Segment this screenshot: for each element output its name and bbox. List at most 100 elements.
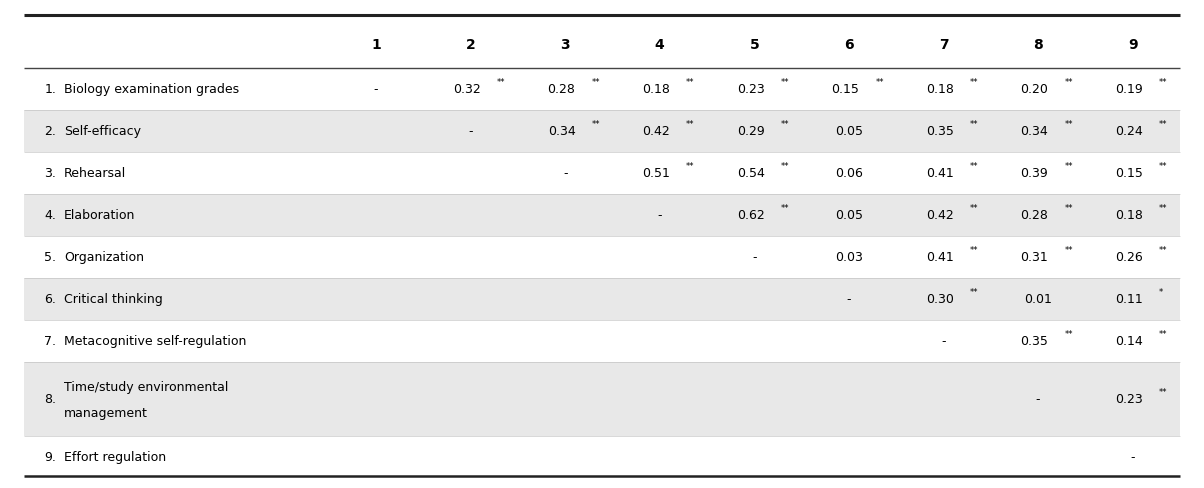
Text: **: ** bbox=[780, 121, 790, 129]
Text: **: ** bbox=[1064, 121, 1073, 129]
Text: **: ** bbox=[970, 121, 979, 129]
Text: 0.23: 0.23 bbox=[737, 83, 765, 96]
Text: 0.51: 0.51 bbox=[642, 167, 671, 180]
Text: 3: 3 bbox=[560, 39, 569, 52]
Text: 0.15: 0.15 bbox=[1115, 167, 1143, 180]
Text: 0.28: 0.28 bbox=[1021, 209, 1049, 222]
Text: **: ** bbox=[1159, 246, 1168, 255]
Text: 0.29: 0.29 bbox=[737, 125, 765, 138]
Text: **: ** bbox=[780, 79, 790, 87]
Text: **: ** bbox=[591, 79, 600, 87]
Text: 0.39: 0.39 bbox=[1021, 167, 1049, 180]
Text: **: ** bbox=[875, 79, 884, 87]
Text: Elaboration: Elaboration bbox=[64, 209, 135, 222]
Text: 4.: 4. bbox=[45, 209, 57, 222]
Text: 0.03: 0.03 bbox=[834, 251, 863, 264]
Text: 0.35: 0.35 bbox=[926, 125, 954, 138]
Text: Organization: Organization bbox=[64, 251, 143, 264]
Bar bbox=[24, 362, 1180, 436]
Text: 0.06: 0.06 bbox=[834, 167, 863, 180]
Text: Effort regulation: Effort regulation bbox=[64, 451, 166, 464]
Text: Self-efficacy: Self-efficacy bbox=[64, 125, 141, 138]
Text: **: ** bbox=[1159, 204, 1168, 213]
Text: 7.: 7. bbox=[45, 335, 57, 348]
Text: -: - bbox=[657, 209, 662, 222]
Text: Metacognitive self-regulation: Metacognitive self-regulation bbox=[64, 335, 246, 348]
Text: 0.41: 0.41 bbox=[926, 167, 954, 180]
Text: Rehearsal: Rehearsal bbox=[64, 167, 126, 180]
Text: -: - bbox=[752, 251, 756, 264]
Text: Biology examination grades: Biology examination grades bbox=[64, 83, 238, 96]
Text: 0.05: 0.05 bbox=[834, 209, 863, 222]
Text: **: ** bbox=[1064, 330, 1073, 340]
Text: **: ** bbox=[970, 79, 979, 87]
Text: -: - bbox=[563, 167, 567, 180]
Text: **: ** bbox=[1159, 330, 1168, 340]
Text: -: - bbox=[846, 293, 851, 306]
Text: -: - bbox=[373, 83, 378, 96]
Text: **: ** bbox=[1064, 246, 1073, 255]
Text: **: ** bbox=[1064, 163, 1073, 171]
Text: **: ** bbox=[686, 79, 695, 87]
Text: Critical thinking: Critical thinking bbox=[64, 293, 163, 306]
Text: 0.31: 0.31 bbox=[1021, 251, 1049, 264]
Bar bbox=[24, 194, 1180, 236]
Text: 0.24: 0.24 bbox=[1115, 125, 1143, 138]
Text: 0.41: 0.41 bbox=[926, 251, 954, 264]
Text: 0.20: 0.20 bbox=[1021, 83, 1049, 96]
Bar bbox=[24, 110, 1180, 152]
Text: 9.: 9. bbox=[45, 451, 57, 464]
Text: 0.15: 0.15 bbox=[831, 83, 860, 96]
Text: *: * bbox=[1159, 288, 1163, 298]
Text: -: - bbox=[1131, 451, 1135, 464]
Text: 9: 9 bbox=[1128, 39, 1138, 52]
Text: 7: 7 bbox=[939, 39, 949, 52]
Text: 6.: 6. bbox=[45, 293, 57, 306]
Text: 0.18: 0.18 bbox=[642, 83, 671, 96]
Text: 1.: 1. bbox=[45, 83, 57, 96]
Text: **: ** bbox=[591, 121, 600, 129]
Text: **: ** bbox=[970, 163, 979, 171]
Text: 0.32: 0.32 bbox=[453, 83, 480, 96]
Text: **: ** bbox=[1159, 163, 1168, 171]
Text: -: - bbox=[1035, 393, 1040, 406]
Text: **: ** bbox=[1159, 79, 1168, 87]
Text: **: ** bbox=[686, 163, 695, 171]
Text: 2: 2 bbox=[466, 39, 476, 52]
Text: 0.23: 0.23 bbox=[1115, 393, 1143, 406]
Text: **: ** bbox=[780, 204, 790, 213]
Text: 0.30: 0.30 bbox=[926, 293, 954, 306]
Text: **: ** bbox=[686, 121, 695, 129]
Text: 5.: 5. bbox=[45, 251, 57, 264]
Text: **: ** bbox=[1064, 79, 1073, 87]
Text: 0.14: 0.14 bbox=[1115, 335, 1143, 348]
Text: 0.18: 0.18 bbox=[926, 83, 954, 96]
Text: 5: 5 bbox=[749, 39, 760, 52]
Text: 8: 8 bbox=[1033, 39, 1043, 52]
Bar bbox=[24, 278, 1180, 320]
Text: 0.35: 0.35 bbox=[1021, 335, 1049, 348]
Text: **: ** bbox=[497, 79, 506, 87]
Text: 6: 6 bbox=[844, 39, 854, 52]
Text: 8.: 8. bbox=[45, 393, 57, 406]
Text: 2.: 2. bbox=[45, 125, 57, 138]
Text: 0.19: 0.19 bbox=[1115, 83, 1143, 96]
Text: 0.54: 0.54 bbox=[737, 167, 765, 180]
Text: 3.: 3. bbox=[45, 167, 57, 180]
Text: -: - bbox=[468, 125, 473, 138]
Text: 0.26: 0.26 bbox=[1115, 251, 1143, 264]
Text: 1: 1 bbox=[371, 39, 380, 52]
Text: **: ** bbox=[1064, 204, 1073, 213]
Text: 0.28: 0.28 bbox=[548, 83, 576, 96]
Text: 0.18: 0.18 bbox=[1115, 209, 1143, 222]
Text: **: ** bbox=[1159, 121, 1168, 129]
Text: management: management bbox=[64, 407, 148, 420]
Text: 0.01: 0.01 bbox=[1025, 293, 1052, 306]
Text: 0.05: 0.05 bbox=[834, 125, 863, 138]
Text: 0.42: 0.42 bbox=[926, 209, 954, 222]
Text: **: ** bbox=[1159, 388, 1168, 397]
Text: **: ** bbox=[970, 246, 979, 255]
Text: 0.62: 0.62 bbox=[737, 209, 765, 222]
Text: **: ** bbox=[970, 288, 979, 298]
Text: 0.34: 0.34 bbox=[548, 125, 576, 138]
